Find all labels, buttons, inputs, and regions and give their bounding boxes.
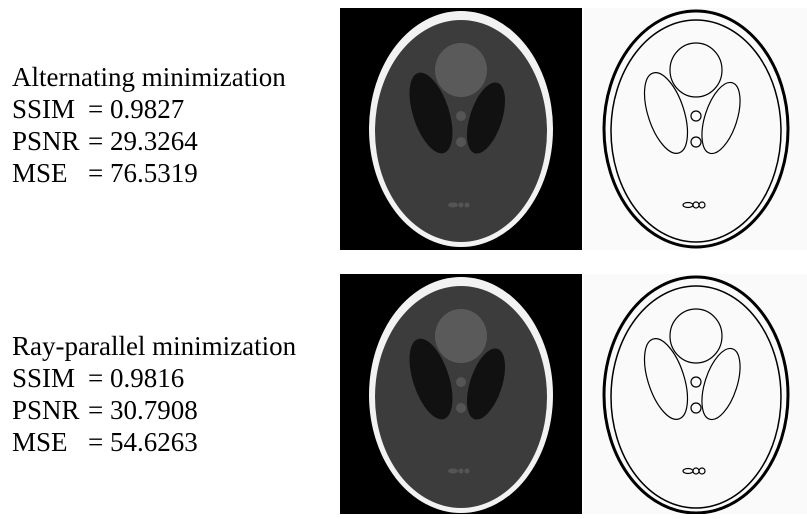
reconstruction-image bbox=[340, 8, 582, 250]
metric-name: MSE bbox=[12, 158, 68, 188]
metric-name: PSNR bbox=[12, 126, 80, 156]
method-title: Alternating minimization bbox=[12, 62, 286, 92]
metric-value: = 29.3264 bbox=[88, 126, 198, 156]
metric-name: PSNR bbox=[12, 395, 80, 425]
metric-value: = 0.9816 bbox=[88, 363, 184, 393]
metric-value: = 76.5319 bbox=[88, 158, 198, 188]
metric-name: SSIM bbox=[12, 363, 75, 393]
metric-value: = 30.7908 bbox=[88, 395, 198, 425]
metric-value: = 0.9827 bbox=[88, 94, 184, 124]
method-title: Ray-parallel minimization bbox=[12, 331, 297, 361]
edge-image bbox=[584, 274, 807, 514]
metric-name: SSIM bbox=[12, 94, 75, 124]
figure: Alternating minimizationSSIM= 0.9827PSNR… bbox=[0, 0, 807, 514]
metric-name: MSE bbox=[12, 427, 68, 457]
reconstruction-image bbox=[340, 274, 582, 514]
edge-image bbox=[584, 8, 807, 250]
metric-value: = 54.6263 bbox=[88, 427, 198, 457]
